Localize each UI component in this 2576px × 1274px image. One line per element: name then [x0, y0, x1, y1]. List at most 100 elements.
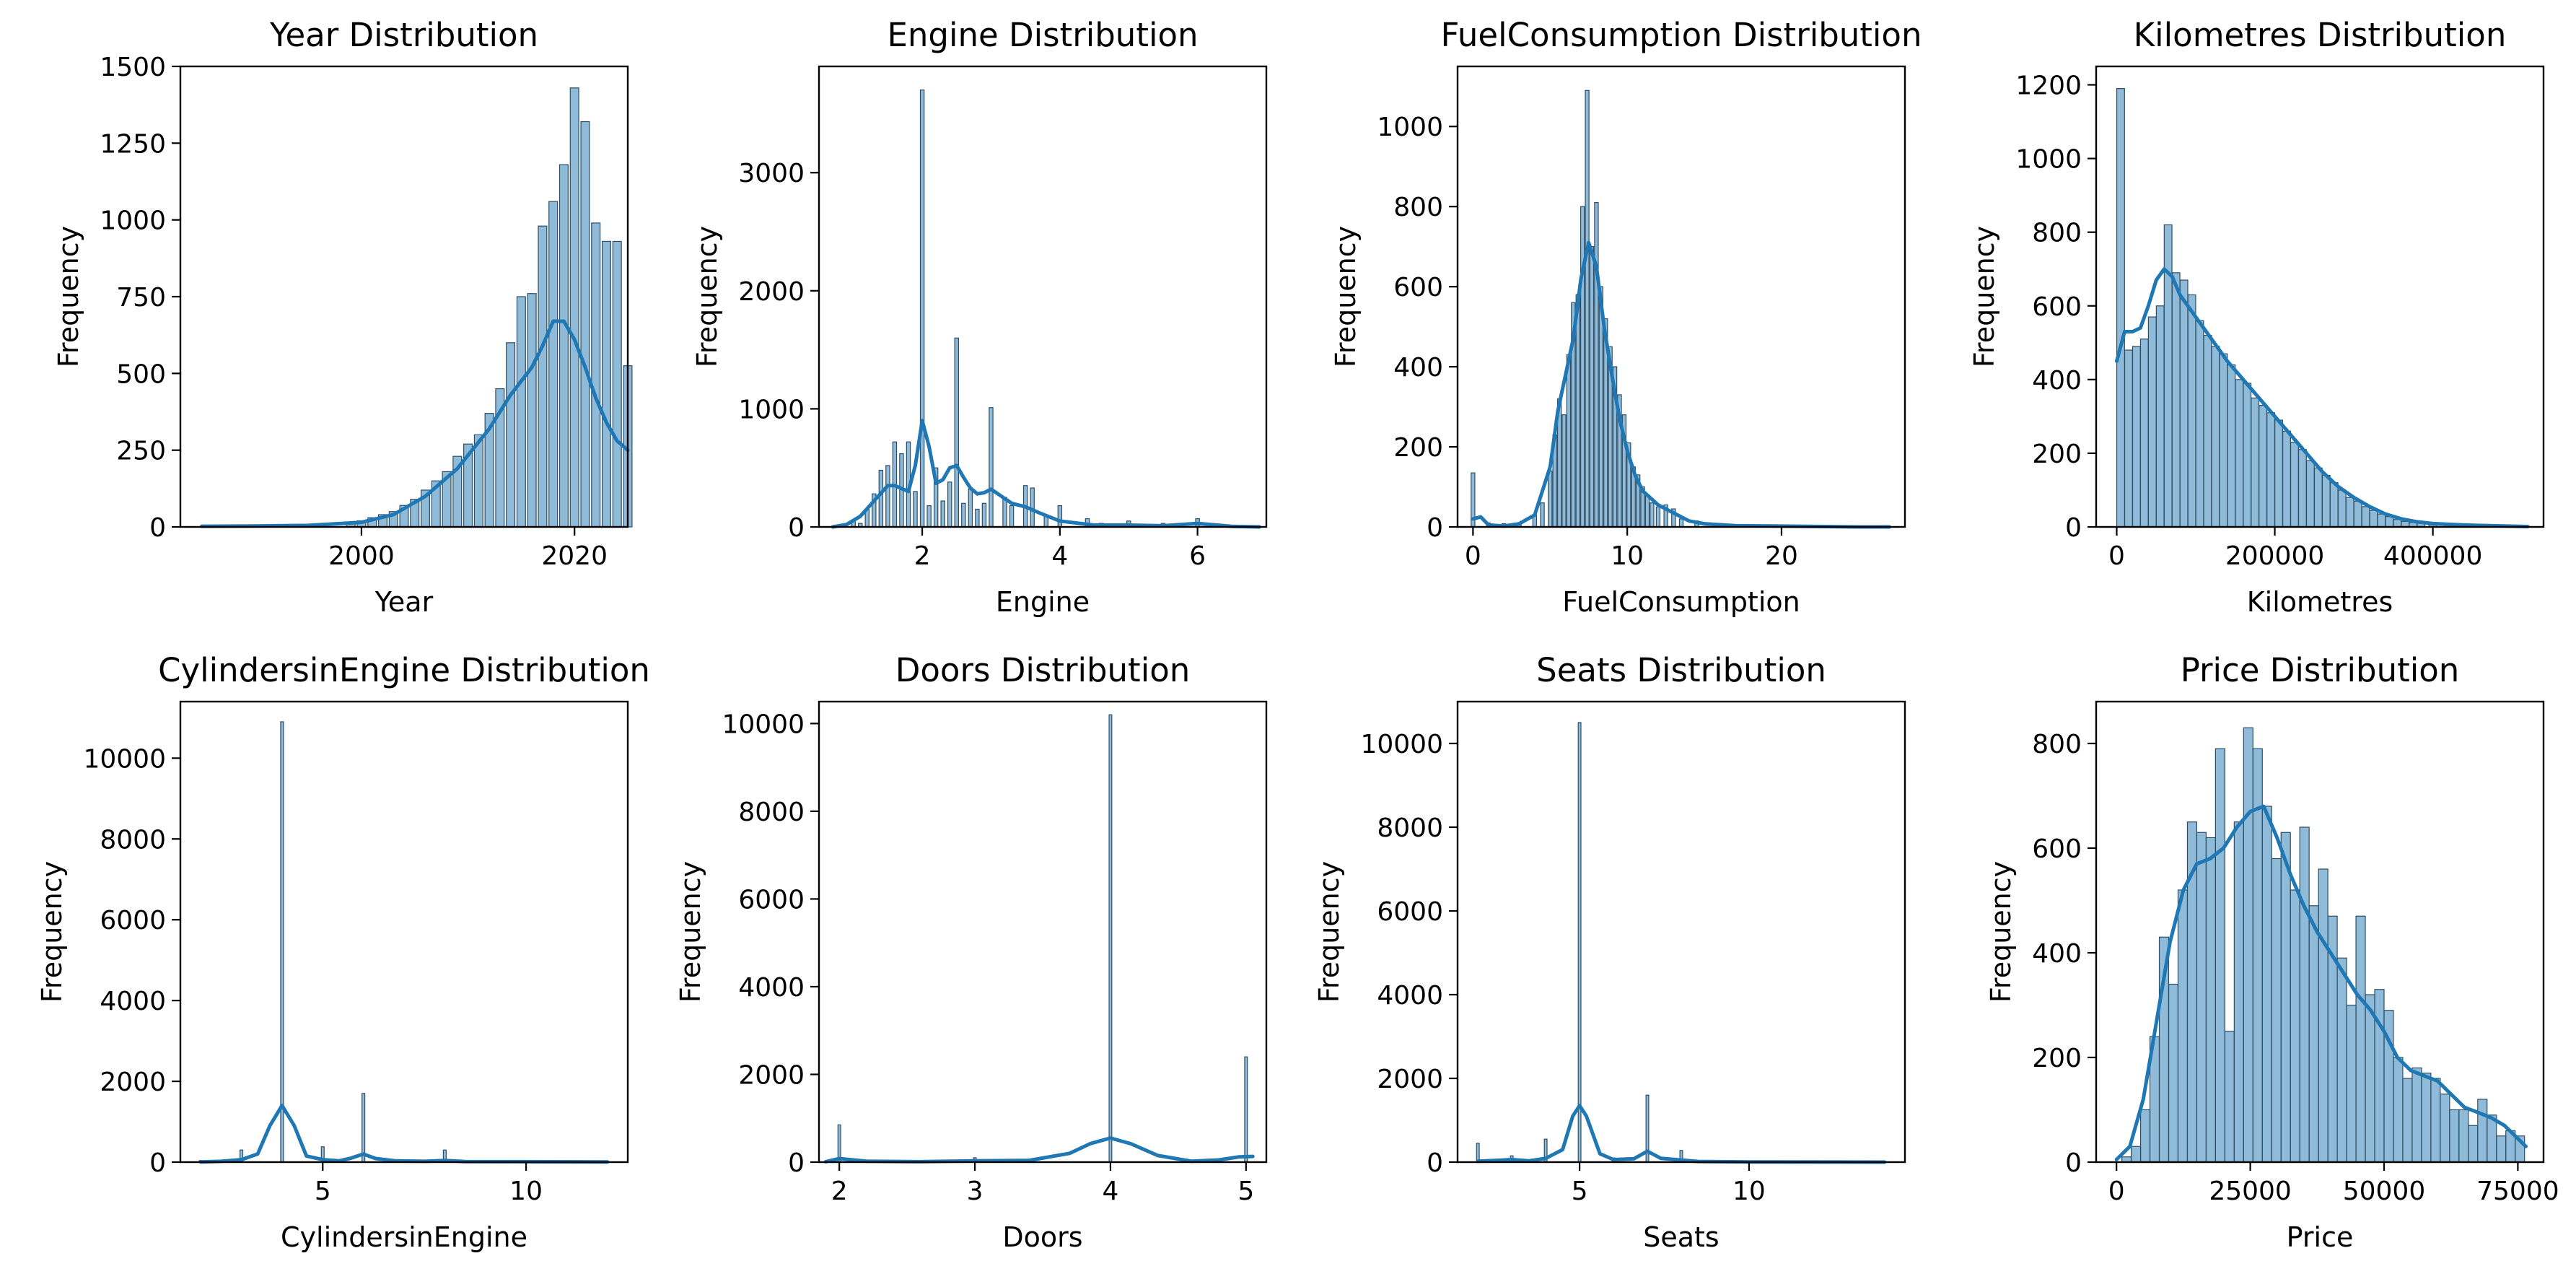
- histogram-bar: [2305, 460, 2315, 528]
- histogram-bar: [2211, 346, 2220, 528]
- y-tick-label: 0: [149, 1148, 166, 1178]
- histogram-bar: [1678, 518, 1684, 528]
- x-tick-label: 0: [1465, 541, 1481, 571]
- axes-frame: [818, 65, 1268, 528]
- histogram-bar: [2233, 821, 2244, 1163]
- x-tick-label: 2: [914, 541, 931, 571]
- x-axis-label: Price: [2287, 1221, 2354, 1253]
- histogram-bar: [2139, 339, 2149, 528]
- y-tick-label: 2000: [738, 277, 805, 307]
- histogram-bar: [2487, 1114, 2497, 1163]
- x-tick-label: 3: [967, 1177, 983, 1206]
- panel-6: 2 3 4 5 0 2000 4000 6000 8000 10000 Doors Distribu…: [675, 651, 1268, 1253]
- chart-title: Kilometres Distribution: [2134, 16, 2507, 54]
- histogram-bar: [2430, 1078, 2441, 1163]
- y-tick-label: 10000: [1360, 730, 1443, 759]
- histogram-bar: [2235, 379, 2244, 528]
- histogram-bar: [2219, 353, 2228, 528]
- chart-title: CylindersinEngine Distribution: [158, 651, 650, 689]
- x-tick-label: 5: [1572, 1177, 1588, 1206]
- histogram-bar: [1589, 246, 1595, 528]
- kde-line: [1476, 1104, 1887, 1164]
- y-tick-label: 0: [1427, 1148, 1443, 1178]
- chart-title: Seats Distribution: [1536, 651, 1826, 689]
- histogram-bar: [919, 90, 925, 528]
- y-tick-label: 0: [788, 513, 805, 543]
- y-tick-label: 1200: [2015, 71, 2082, 101]
- histogram-bar: [527, 293, 537, 528]
- histogram-bar: [2280, 832, 2291, 1163]
- axes-frame: [2095, 700, 2545, 1164]
- y-tick-label: 1000: [2015, 145, 2082, 175]
- kde-line: [2115, 267, 2530, 528]
- y-tick-label: 2000: [1377, 1065, 1443, 1094]
- x-axis-label: Kilometres: [2247, 586, 2393, 618]
- kde-line: [198, 1104, 610, 1164]
- panel-8: 0 25000 50000 75000 0 200 400 600 800 Price Distr…: [1985, 651, 2559, 1253]
- histogram-bar: [2196, 832, 2207, 1163]
- histogram-bar: [975, 508, 980, 528]
- histogram-bar: [981, 502, 987, 528]
- histogram-bar: [2440, 1094, 2450, 1163]
- y-tick-label: 0: [2065, 1148, 2082, 1178]
- y-axis-label: Frequency: [53, 226, 84, 367]
- histogram-bar: [837, 1124, 841, 1163]
- histogram-bar: [2187, 294, 2196, 528]
- histogram-bar: [940, 500, 945, 528]
- histogram-bar: [591, 222, 601, 528]
- y-axis-label: Frequency: [675, 861, 706, 1003]
- histogram-bar: [913, 491, 918, 528]
- axes-frame: [179, 700, 629, 1164]
- histogram-bar: [548, 201, 558, 528]
- histogram-bar: [280, 721, 284, 1163]
- histogram-bar: [516, 296, 526, 528]
- histogram-bar: [2243, 727, 2253, 1163]
- histogram-bar: [569, 87, 579, 528]
- panel-5: 5 10 0 2000 4000 6000 8000 10000 CylindersinEngi…: [36, 651, 650, 1253]
- histogram-bar: [2374, 989, 2385, 1163]
- histogram-bar: [885, 465, 890, 528]
- x-tick-label: 10: [1611, 541, 1644, 571]
- histogram-bar: [1244, 1056, 1248, 1163]
- histogram-bar: [506, 342, 516, 528]
- histogram-bar: [1002, 497, 1007, 528]
- histogram-bar: [2177, 889, 2189, 1163]
- histogram-bar: [2496, 1135, 2507, 1163]
- histogram-bar: [473, 434, 483, 528]
- histogram-bar: [1580, 206, 1585, 528]
- histogram-bar: [1644, 494, 1650, 528]
- y-tick-label: 0: [1427, 513, 1443, 543]
- histogram-bar: [2329, 482, 2339, 528]
- histogram-bar: [1057, 505, 1063, 528]
- y-tick-label: 500: [116, 359, 166, 389]
- histogram-bar: [2361, 506, 2370, 528]
- histogram-bar: [2155, 305, 2165, 528]
- y-tick-label: 750: [116, 283, 166, 313]
- y-tick-label: 3000: [738, 159, 805, 188]
- histogram-bar: [2346, 1004, 2357, 1163]
- histogram-bar: [2393, 519, 2402, 528]
- y-tick-label: 6000: [1377, 897, 1443, 927]
- histogram-bar: [2130, 1146, 2142, 1163]
- y-axis-label: Frequency: [1313, 861, 1345, 1003]
- x-axis-label: Year: [374, 586, 434, 618]
- y-tick-label: 0: [2065, 513, 2082, 543]
- x-tick-label: 0: [2108, 541, 2125, 571]
- x-tick-label: 20: [1765, 541, 1798, 571]
- histogram-bar: [362, 1093, 366, 1163]
- histogram-bar: [1476, 1143, 1480, 1163]
- histogram-bar: [2243, 383, 2252, 528]
- x-axis-label: CylindersinEngine: [281, 1221, 527, 1253]
- x-tick-label: 75000: [2476, 1177, 2559, 1206]
- chart-title: Year Distribution: [269, 16, 538, 54]
- y-axis-label: Frequency: [1968, 226, 2000, 367]
- histogram-bar: [1548, 470, 1553, 528]
- histogram-bar: [2355, 915, 2366, 1163]
- x-axis-label: Engine: [996, 586, 1090, 618]
- x-axis-label: FuelConsumption: [1562, 586, 1800, 618]
- x-tick-label: 5: [315, 1177, 331, 1206]
- histogram-bar: [2385, 516, 2394, 528]
- histogram-bar: [2259, 404, 2268, 528]
- kde-line: [831, 419, 1261, 529]
- histogram-bar: [2299, 826, 2310, 1163]
